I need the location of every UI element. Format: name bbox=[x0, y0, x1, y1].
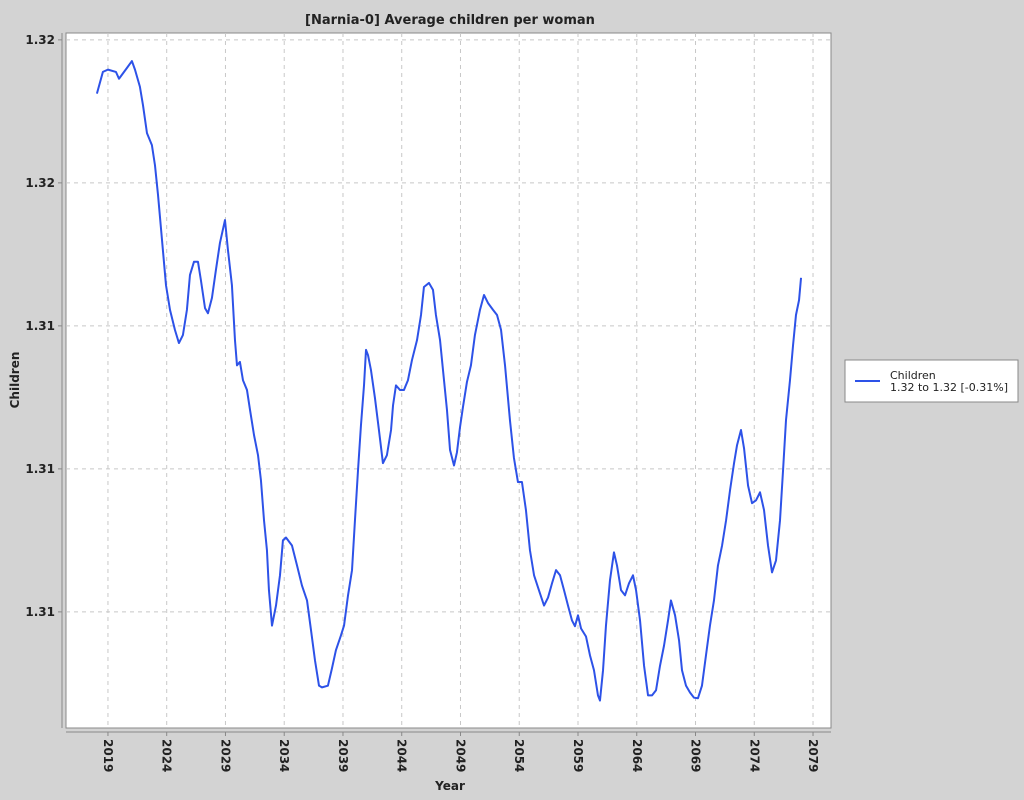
x-tick-label: 2039 bbox=[336, 739, 350, 772]
series-line bbox=[95, 60, 803, 702]
x-tick-label: 2059 bbox=[571, 739, 585, 772]
x-tick-label: 2044 bbox=[395, 739, 409, 772]
y-axis-label: Children bbox=[8, 352, 22, 409]
legend-label: Children bbox=[890, 369, 936, 382]
x-tick-label: 2054 bbox=[512, 739, 526, 772]
legend-summary: 1.32 to 1.32 [-0.31%] bbox=[890, 381, 1008, 394]
x-tick-label: 2064 bbox=[630, 739, 644, 772]
x-tick-label: 2024 bbox=[160, 739, 174, 772]
x-tick-label: 2029 bbox=[218, 739, 232, 772]
x-tick-label: 2049 bbox=[453, 739, 467, 772]
x-axis-label: Year bbox=[434, 779, 465, 793]
y-tick-label: 1.31 bbox=[25, 605, 55, 619]
y-tick-label: 1.32 bbox=[25, 33, 55, 47]
x-tick-label: 2069 bbox=[689, 739, 703, 772]
y-tick-label: 1.32 bbox=[25, 176, 55, 190]
y-tick-label: 1.31 bbox=[25, 462, 55, 476]
x-tick-label: 2019 bbox=[101, 739, 115, 772]
chart-title: [Narnia-0] Average children per woman bbox=[305, 13, 595, 28]
y-tick-label: 1.31 bbox=[25, 319, 55, 333]
plot-area bbox=[65, 32, 832, 729]
x-tick-label: 2079 bbox=[806, 739, 820, 772]
x-tick-label: 2034 bbox=[277, 739, 291, 772]
x-tick-label: 2074 bbox=[747, 739, 761, 772]
